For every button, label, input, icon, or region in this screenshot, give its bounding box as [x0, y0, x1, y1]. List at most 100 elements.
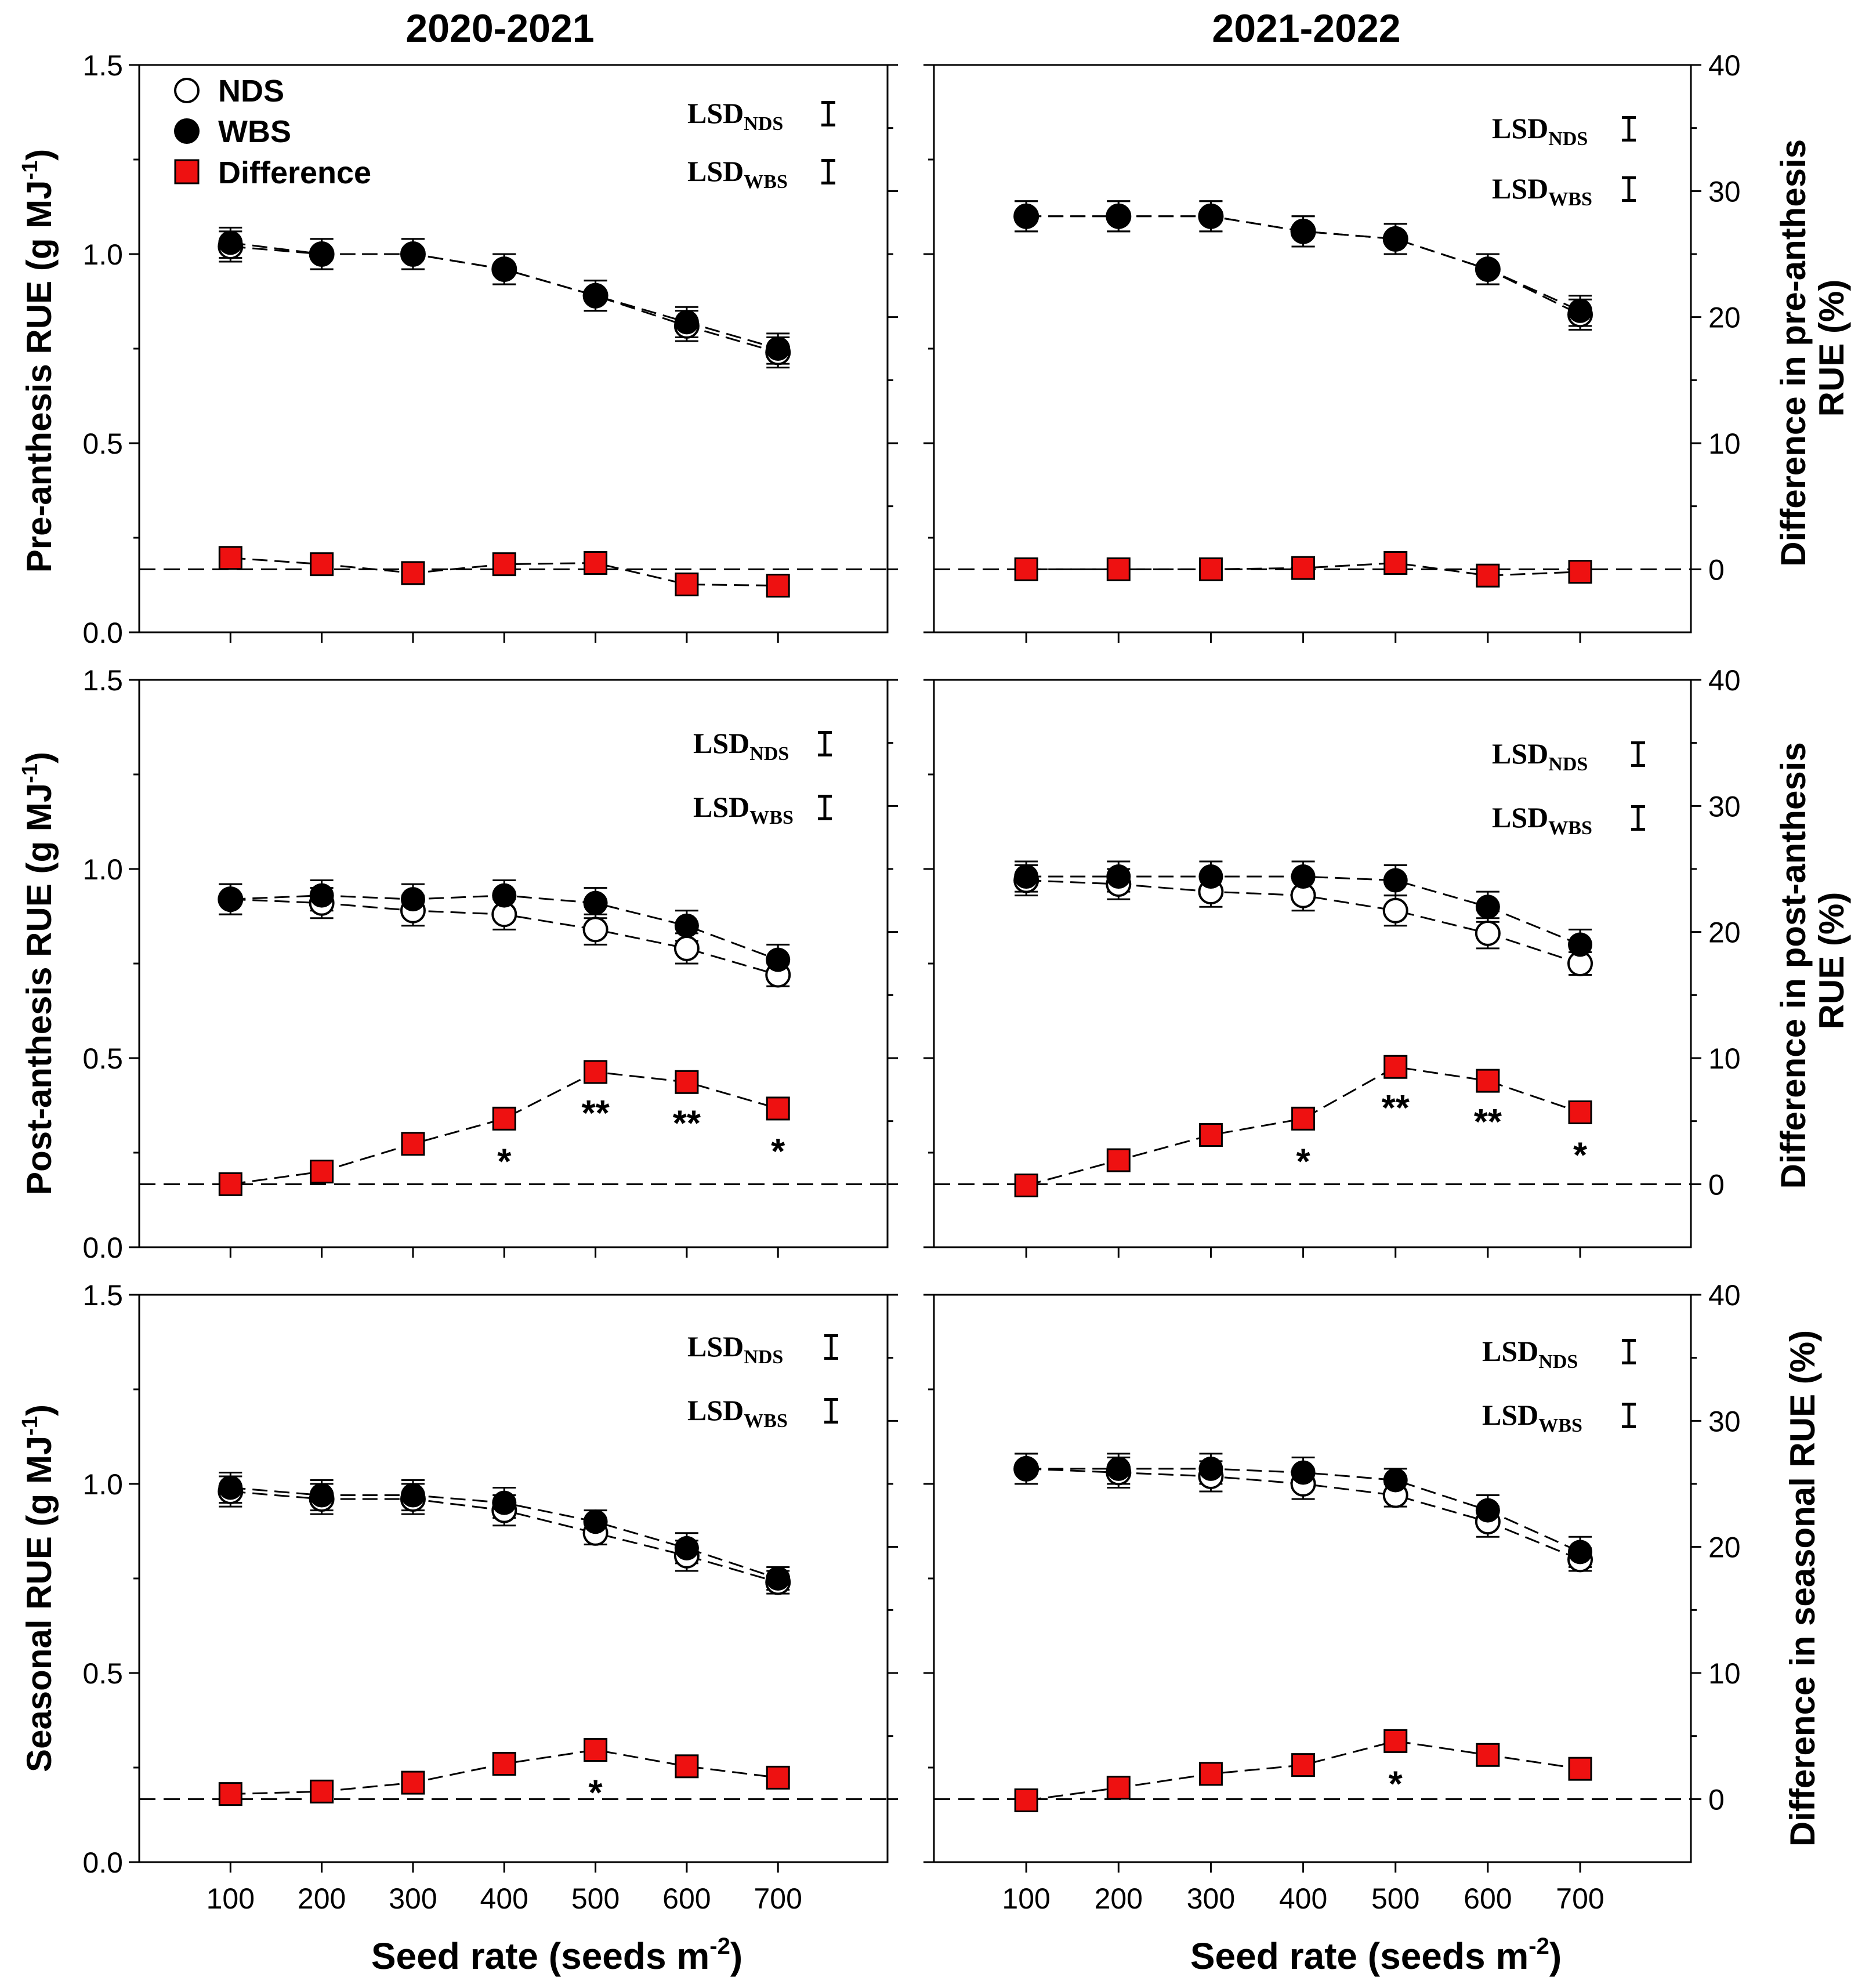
difference-point	[766, 1096, 790, 1121]
wbs-point	[218, 1475, 243, 1500]
difference-point	[1476, 1743, 1500, 1767]
panel-seasonal-2021-2022: 0 10 20 30 40 100 200 300 400 500 600 700 * LSDNDS LSD…	[923, 1279, 1741, 1915]
difference-point	[401, 1770, 425, 1795]
wbs-point	[400, 1483, 425, 1508]
y2-tick-label: 30	[1708, 790, 1741, 823]
difference-point	[1014, 1788, 1038, 1813]
wbs-point	[309, 1483, 334, 1508]
y-tick-label: 0.5	[82, 1042, 123, 1075]
x-tick-label: 400	[480, 1882, 528, 1915]
difference-point	[1106, 1776, 1131, 1800]
x-tick-label: 100	[207, 1882, 255, 1915]
significance-label: *	[771, 1132, 785, 1172]
wbs-point	[1198, 864, 1223, 889]
difference-point	[1568, 560, 1592, 584]
wbs-point	[583, 1509, 608, 1534]
nds-point	[1382, 897, 1408, 924]
y2-tick-label: 0	[1708, 1783, 1725, 1816]
difference-point	[1476, 1069, 1500, 1093]
y2-tick-label: 10	[1708, 1657, 1741, 1690]
wbs-point	[674, 913, 699, 938]
wbs-point	[1383, 1468, 1408, 1493]
significance-label: *	[497, 1142, 512, 1182]
difference-point	[1568, 1757, 1592, 1781]
difference-point	[1106, 557, 1131, 581]
legend-wbs-marker	[174, 118, 200, 144]
wbs-point	[1475, 1498, 1500, 1523]
wbs-point	[400, 887, 425, 912]
y-tick-label: 1.0	[82, 238, 123, 271]
y2-tick-label: 0	[1708, 553, 1725, 586]
lsd-wbs-label: LSDWBS	[693, 791, 794, 828]
legend-nds-marker	[174, 78, 200, 103]
significance-label: **	[673, 1103, 701, 1143]
lsd-wbs-label: LSDWBS	[687, 155, 788, 193]
x-tick-label: 200	[1095, 1882, 1143, 1915]
x-tick-label: 500	[571, 1882, 620, 1915]
lsd-nds-label: LSDNDS	[1492, 737, 1588, 775]
xlabel-left: Seed rate (seeds m-2)	[371, 1933, 742, 1977]
wbs-point	[1383, 226, 1408, 251]
difference-point	[1476, 563, 1500, 588]
difference-point	[1383, 551, 1408, 575]
difference-point	[401, 1132, 425, 1156]
wbs-point	[583, 283, 608, 308]
significance-label: **	[1382, 1088, 1410, 1128]
lsd-wbs-label: LSDWBS	[1492, 172, 1592, 210]
difference-point	[492, 1751, 516, 1776]
y2-tick-label: 10	[1708, 428, 1741, 460]
y2label-post-anthesis: Difference in post-anthesis RUE (%)	[1774, 733, 1851, 1189]
difference-point	[218, 1172, 242, 1196]
significance-label: *	[1296, 1142, 1311, 1182]
panel-pre-anthesis-2021-2022: 0 10 20 30 40 LSDNDS LSDWBS	[923, 49, 1741, 643]
wbs-point	[1198, 204, 1223, 229]
wbs-point	[1014, 1456, 1039, 1481]
panel-pre-anthesis-2020-2021: 0.0 0.5 1.0 1.5 LSDNDS LSDWBS	[82, 49, 898, 649]
significance-label: *	[589, 1773, 603, 1813]
x-tick-label: 600	[662, 1882, 711, 1915]
difference-point	[310, 1160, 334, 1184]
difference-point	[675, 572, 699, 596]
difference-point	[1383, 1055, 1408, 1079]
difference-point	[492, 1106, 516, 1131]
wbs-point	[492, 257, 517, 282]
y2label-pre-anthesis: Difference in pre-anthesis RUE (%)	[1774, 129, 1851, 567]
lsd-nds-label: LSDNDS	[693, 727, 789, 765]
wbs-point	[309, 242, 334, 266]
nds-point	[673, 935, 700, 961]
difference-point	[218, 546, 242, 570]
lsd-nds-label: LSDNDS	[1492, 112, 1588, 150]
difference-point	[584, 1738, 608, 1762]
ylabel-post-anthesis: Post-anthesis RUE (g MJ-1)	[18, 752, 59, 1195]
difference-point	[1014, 1174, 1038, 1198]
difference-point	[310, 552, 334, 577]
wbs-point	[1568, 932, 1593, 957]
y-tick-label: 0.0	[82, 617, 123, 649]
difference-point	[1198, 1123, 1223, 1147]
difference-point	[675, 1070, 699, 1094]
legend-diff-label: Difference	[218, 155, 371, 190]
x-tick-label: 200	[298, 1882, 346, 1915]
x-tick-label: 300	[389, 1882, 437, 1915]
wbs-point	[1014, 864, 1039, 889]
difference-point	[584, 1060, 608, 1084]
lsd-nds-label: LSDNDS	[1482, 1335, 1578, 1373]
x-tick-label: 500	[1371, 1882, 1419, 1915]
difference-point	[310, 1779, 334, 1804]
y2-tick-label: 10	[1708, 1042, 1741, 1075]
wbs-point	[674, 310, 699, 335]
significance-label: **	[1474, 1102, 1502, 1142]
y-tick-label: 0.0	[82, 1232, 123, 1264]
significance-label: *	[1573, 1135, 1588, 1175]
y-tick-label: 1.5	[82, 664, 123, 697]
significance-label: **	[581, 1093, 610, 1134]
difference-point	[766, 1765, 790, 1790]
y2-tick-label: 20	[1708, 302, 1741, 334]
wbs-point	[583, 890, 608, 915]
lsd-wbs-label: LSDWBS	[1492, 801, 1592, 839]
legend-diff-marker	[174, 159, 200, 184]
difference-point	[1198, 557, 1223, 581]
x-tick-label: 700	[1556, 1882, 1604, 1915]
